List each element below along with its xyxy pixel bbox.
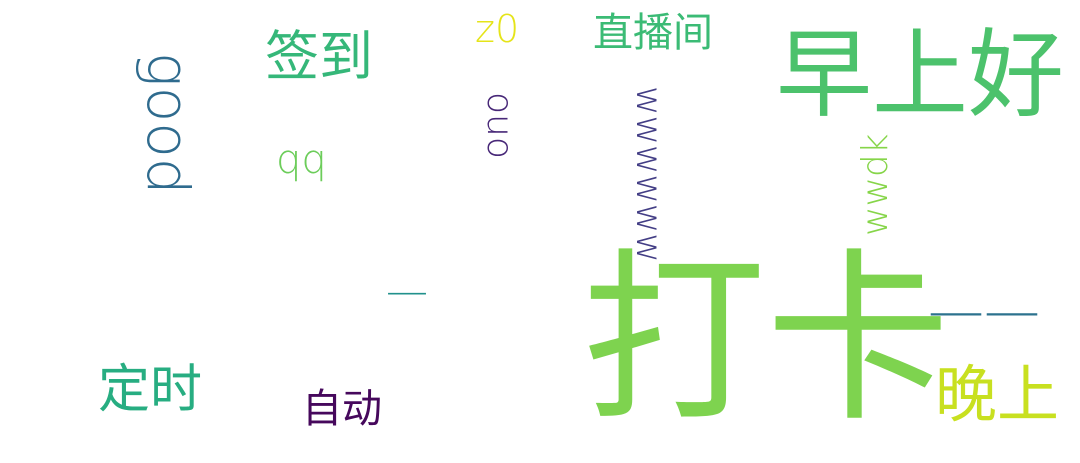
word-zidong: 自动 <box>302 386 382 432</box>
word-zhibojian: 直播间 <box>593 10 713 56</box>
word-dash-single: — <box>386 266 428 315</box>
word-dash-double: —— <box>928 279 1040 344</box>
word-daka: 打卡 <box>582 233 951 447</box>
word-wanshang: 晚上 <box>935 358 1060 431</box>
word-qiandao: 签到 <box>265 25 373 88</box>
word-zaoshanghao: 早上好 <box>776 19 1064 131</box>
word-dingshi: 定时 <box>98 360 203 420</box>
word-qq: qq <box>276 137 327 183</box>
word-wwwwww: wwwwww <box>628 86 669 263</box>
word-z0: z0 <box>475 7 520 51</box>
word-ouo: ouo <box>479 92 520 159</box>
word-good: good <box>134 52 202 195</box>
word-wwdk: wwdk <box>855 133 896 236</box>
